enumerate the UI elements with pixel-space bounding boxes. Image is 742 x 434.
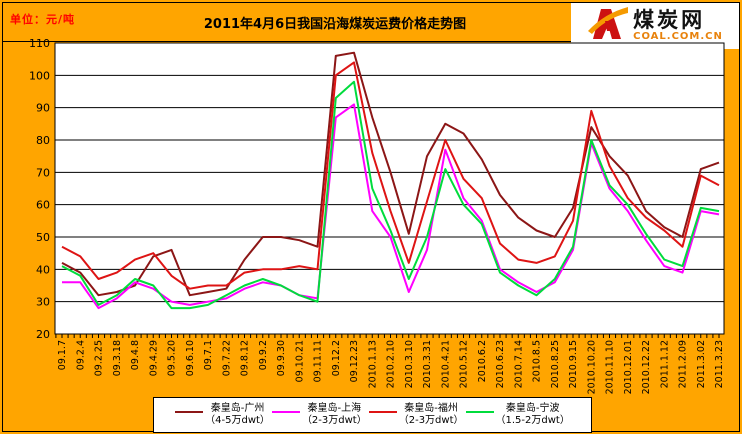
x-axis-tick-label: 2010.12.22 <box>641 340 652 394</box>
x-axis-tick-label: 2010.4.21 <box>440 340 451 388</box>
legend-label: 秦皇岛-福州 （2-3万dwt） <box>398 403 464 426</box>
chart-legend: 秦皇岛-广州 （4-5万dwt） 秦皇岛-上海 （2-3万dwt） 秦皇岛-福州 （2-3… <box>153 397 592 433</box>
x-axis-tick-label: 09.4.8 <box>130 340 141 370</box>
x-axis-tick-label: 09.2.4 <box>75 340 86 370</box>
x-axis-tick-label: 09.7.22 <box>221 340 232 376</box>
x-axis-tick-label: 09.10.21 <box>294 340 305 382</box>
y-axis-tick-label: 80 <box>36 134 50 147</box>
series-line-秦皇岛-广州 <box>61 51 720 297</box>
x-axis-tick-label: 2010.12.01 <box>623 340 634 394</box>
x-axis-tick-label: 2010.5.12 <box>459 340 470 388</box>
series-line-秦皇岛-福州 <box>61 61 720 290</box>
x-axis-tick-label: 2010.6.2 <box>477 340 488 382</box>
logo-cn-text: 煤炭网 <box>633 8 706 32</box>
x-axis-tick-label: 09.11.11 <box>313 340 324 382</box>
legend-item: 秦皇岛-福州 （2-3万dwt） <box>368 403 464 427</box>
x-axis-tick-label: 2010.6.23 <box>495 340 506 388</box>
page-title: 2011年4月6日我国沿海煤炭运费价格走势图 <box>203 17 467 32</box>
x-axis-tick-label: 09.2.25 <box>94 340 105 376</box>
x-axis-tick-label: 09.12.23 <box>349 340 360 382</box>
x-axis-tick-label: 2010.7.14 <box>513 340 524 388</box>
logo-en-text: COAL.COM.CN <box>633 31 723 42</box>
x-axis-tick-label: 2010.9.15 <box>568 340 579 388</box>
x-axis-tick-label: 09.4.29 <box>148 340 159 376</box>
x-axis-tick-label: 2010.10.20 <box>586 340 597 394</box>
x-axis-tick-label: 2010.2.10 <box>386 340 397 388</box>
legend-line-swatch <box>465 411 494 413</box>
x-axis-tick-label: 2010.3.10 <box>404 340 415 388</box>
y-axis-tick-label: 90 <box>36 102 50 115</box>
y-axis-tick-label: 40 <box>36 263 50 276</box>
series-line-秦皇岛-上海 <box>62 103 720 310</box>
y-axis-tick-label: 100 <box>29 69 50 82</box>
x-axis-tick-label: 09.12.2 <box>331 340 342 376</box>
x-axis-tick-label: 2010.8.5 <box>532 340 543 382</box>
series-line-秦皇岛-宁波 <box>61 80 720 310</box>
legend-line-swatch <box>271 411 300 413</box>
logo-text: 煤炭网 COAL.COM.CN <box>633 10 723 42</box>
x-axis-tick-label: 2011.3.02 <box>696 340 707 388</box>
freight-price-line-chart: 20 30 40 50 60 70 80 90 100 110 09.1.7 09.2.4 09.2.2… <box>29 37 725 394</box>
legend-item: 秦皇岛-宁波 （1.5-2万dwt） <box>465 403 570 427</box>
y-axis-tick-label: 110 <box>29 37 50 50</box>
legend-item: 秦皇岛-上海 （2-3万dwt） <box>271 403 367 427</box>
y-axis-tick-label: 50 <box>36 231 50 244</box>
header-divider <box>3 41 571 42</box>
legend-line-swatch <box>175 411 204 413</box>
y-axis-tick-label: 60 <box>36 199 50 212</box>
x-axis-tick-label: 09.5.20 <box>167 340 178 376</box>
legend-item: 秦皇岛-广州 （4-5万dwt） <box>175 403 270 427</box>
legend-line-swatch <box>368 411 397 413</box>
legend-label: 秦皇岛-宁波 （1.5-2万dwt） <box>495 403 570 426</box>
x-axis-tick-label: 2010.1.13 <box>367 340 378 388</box>
x-axis-tick-label: 09.6.10 <box>185 340 196 376</box>
y-axis-tick-label: 70 <box>36 166 50 179</box>
x-axis-tick-label: 2011.2.09 <box>678 340 689 388</box>
x-axis-tick-label: 2011.1.12 <box>659 340 670 388</box>
x-axis-tick-label: 09.7.1 <box>203 340 214 370</box>
y-axis-tick-label: 20 <box>36 328 50 341</box>
x-axis-tick-label: 09.9.30 <box>276 340 287 376</box>
x-axis-tick-label: 2010.3.31 <box>422 340 433 388</box>
x-axis-tick-label: 2010.8.25 <box>550 340 561 388</box>
x-axis-tick-label: 2010.11.10 <box>605 340 616 394</box>
y-axis-tick-label: 30 <box>36 296 50 309</box>
x-axis-tick-label: 09.8.12 <box>240 340 251 376</box>
x-axis-tick-label: 09.1.7 <box>57 340 68 370</box>
x-axis-tick-label: 2011.3.23 <box>714 340 725 388</box>
coal-logo-icon <box>587 5 629 47</box>
site-logo: 煤炭网 COAL.COM.CN <box>571 3 739 49</box>
legend-label: 秦皇岛-广州 （4-5万dwt） <box>205 403 270 426</box>
legend-label: 秦皇岛-上海 （2-3万dwt） <box>301 403 367 426</box>
unit-label: 单位：元/吨 <box>10 13 76 26</box>
x-axis-tick-label: 09.3.18 <box>112 340 123 376</box>
x-axis-tick-label: 09.9.2 <box>258 340 269 370</box>
